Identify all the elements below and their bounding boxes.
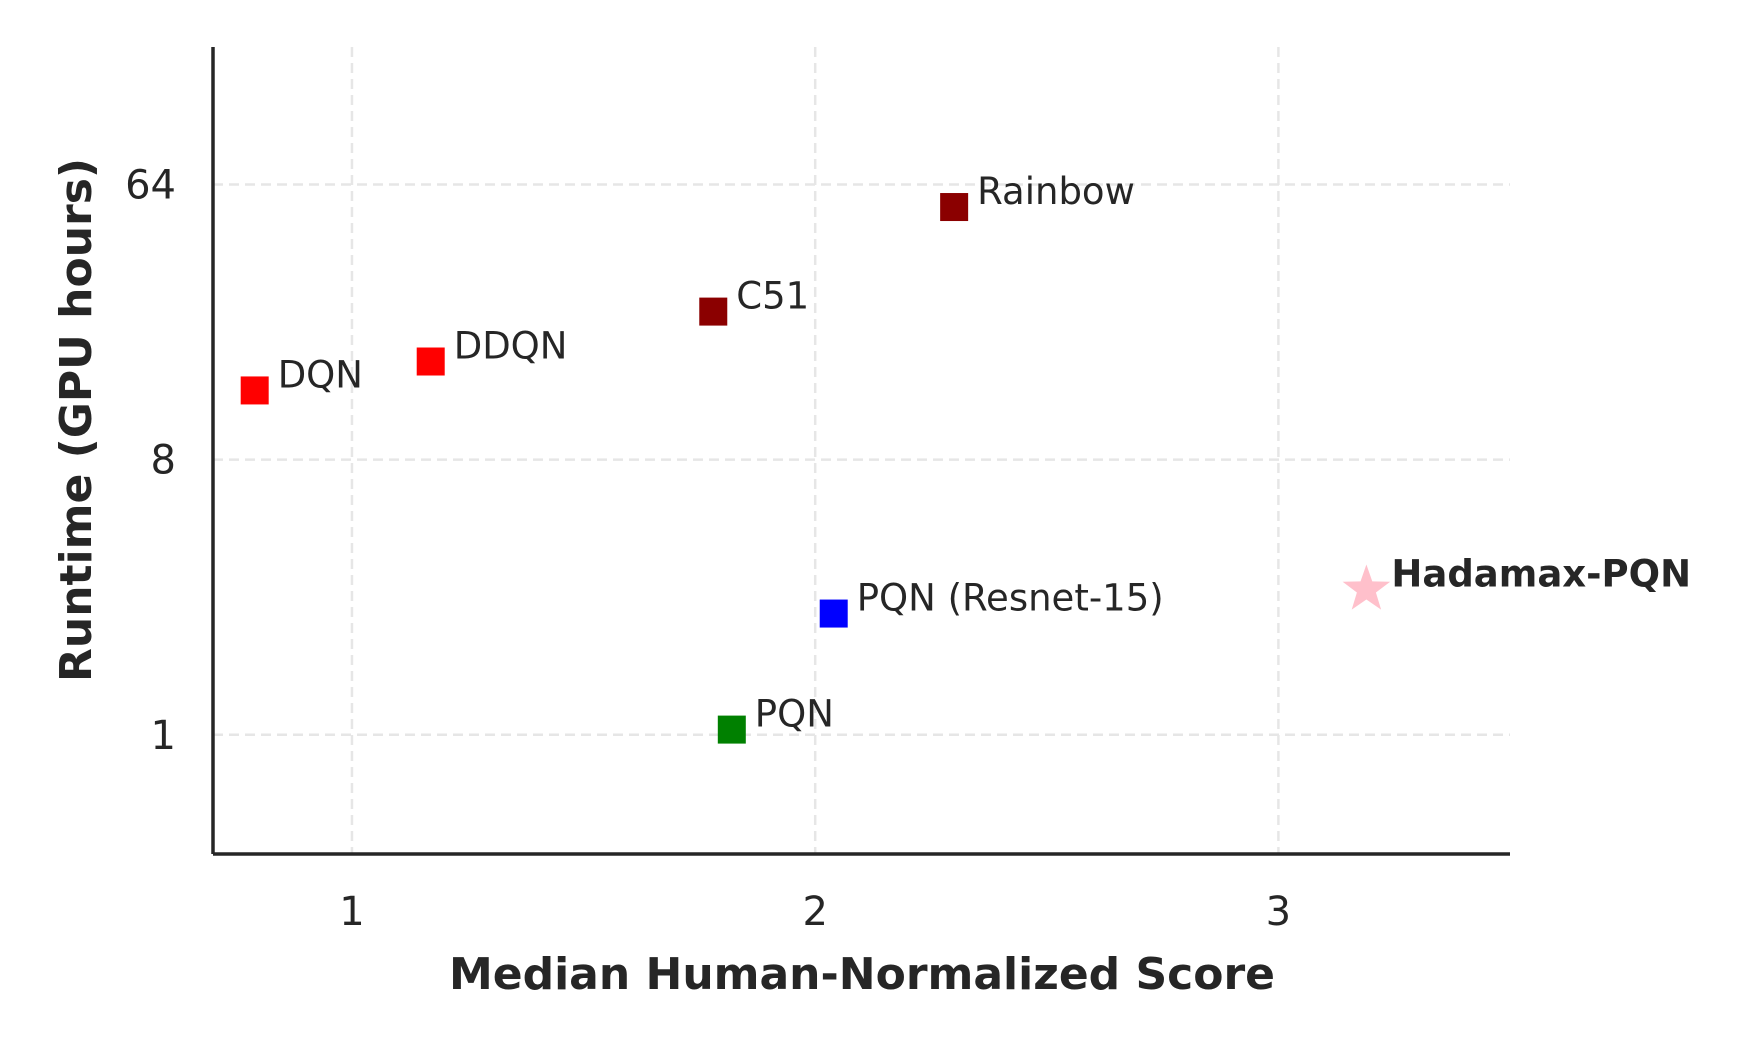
x-tick-label: 1 [339, 889, 364, 935]
point-label-pqn: PQN [755, 693, 834, 736]
data-point-dqn [240, 376, 269, 405]
point-label-rainbow: Rainbow [977, 170, 1135, 213]
y-axis-title: Runtime (GPU hours) [51, 158, 102, 682]
y-tick-label: 8 [151, 438, 176, 484]
point-label-dqn: DQN [278, 353, 363, 396]
x-tick-label: 3 [1266, 889, 1291, 935]
data-point-rainbow [940, 193, 969, 222]
points-layer [240, 193, 1391, 744]
data-point-pqn [717, 715, 746, 744]
x-axis-title: Median Human-Normalized Score [449, 949, 1275, 1000]
point-label-ddqn: DDQN [454, 325, 568, 368]
axes-layer [211, 47, 1510, 856]
point-label-c51: C51 [736, 275, 809, 318]
data-point-c51 [699, 297, 728, 326]
data-point-hadamax-pqn [1342, 564, 1391, 610]
grid-layer [213, 47, 1510, 854]
y-tick-label: 64 [125, 163, 176, 209]
point-label-hadamax-pqn: Hadamax-PQN [1391, 552, 1691, 595]
labels-layer: DQN DDQN C51 Rainbow PQN (Resnet-15) PQN Hadam… [278, 170, 1691, 736]
data-point-ddqn [416, 347, 445, 376]
data-point-pqn-resnet-15 [819, 599, 848, 628]
ticks-layer: 1 2 3 1 8 64 [125, 163, 1291, 935]
x-tick-label: 2 [802, 889, 827, 935]
point-label-pqn-resnet-15: PQN (Resnet-15) [857, 577, 1164, 620]
y-tick-label: 1 [151, 713, 176, 759]
